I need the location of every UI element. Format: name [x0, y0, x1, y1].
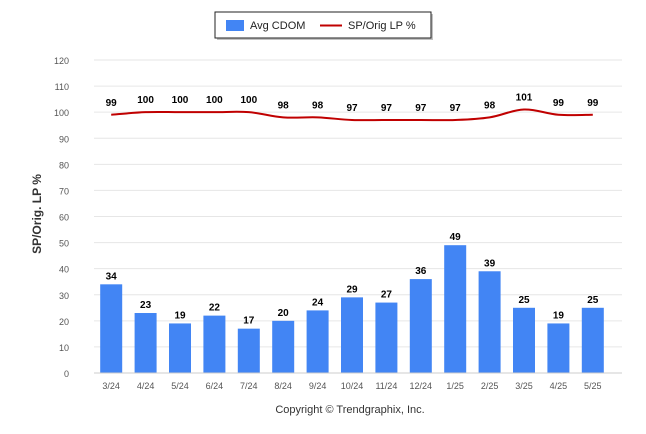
x-tick-label: 5/25	[584, 381, 602, 391]
bar	[169, 323, 191, 373]
line-data-labels: 99 100 100 100 100 98 98 97 97 97 97 98 101 99 99	[106, 93, 599, 114]
bar-series-avg-cdom	[100, 245, 604, 373]
y-tick-label: 10	[59, 343, 69, 353]
bar	[237, 328, 260, 373]
line-data-label: 99	[106, 98, 118, 109]
y-tick-label: 40	[59, 265, 69, 275]
x-tick-label: 12/24	[410, 381, 433, 391]
x-tick-label: 3/25	[515, 381, 533, 391]
bar	[444, 245, 467, 373]
x-tick-label: 4/25	[550, 381, 568, 391]
x-tick-label: 9/24	[309, 381, 327, 391]
line-path	[111, 108, 593, 122]
y-tick-label: 110	[55, 82, 69, 92]
bar	[513, 307, 535, 373]
bar	[581, 307, 604, 373]
line-data-label: 100	[137, 95, 154, 106]
y-tick-label: 70	[59, 186, 69, 196]
x-tick-label: 6/24	[206, 381, 224, 391]
x-tick-label: 7/24	[240, 381, 258, 391]
line-data-label: 99	[553, 98, 565, 109]
y-tick-label: 0	[64, 369, 69, 379]
y-axis-title: SP/Orig. LP %	[30, 174, 44, 254]
line-data-label: 100	[206, 95, 223, 106]
line-data-label: 97	[415, 103, 427, 114]
bar	[100, 284, 123, 373]
line-data-label: 97	[450, 103, 462, 114]
bar-data-label: 17	[243, 316, 255, 327]
y-tick-label: 80	[59, 160, 69, 170]
y-tick-label: 60	[59, 213, 69, 223]
legend-label-line: SP/Orig LP %	[348, 20, 416, 32]
line-data-label: 98	[312, 100, 324, 111]
bar	[341, 297, 363, 373]
y-tick-label: 30	[59, 291, 69, 301]
line-data-label: 98	[484, 100, 496, 111]
line-data-label: 101	[516, 93, 533, 104]
line-series-sp-orig-lp	[111, 108, 593, 122]
bar-data-label: 20	[278, 308, 290, 319]
x-tick-label: 1/25	[446, 381, 464, 391]
bar-data-label: 23	[140, 300, 152, 311]
line-data-label: 99	[587, 98, 599, 109]
bar-data-label: 36	[415, 266, 427, 277]
bar-data-labels: 34 23 19 22 17 20 24 29 27 36 49 39 25 19 25	[106, 232, 599, 326]
bar-data-label: 27	[381, 290, 393, 301]
x-tick-label: 4/24	[137, 381, 155, 391]
bar	[478, 271, 501, 373]
bar-data-label: 39	[484, 258, 496, 269]
bar	[375, 302, 398, 373]
y-tick-label: 20	[59, 317, 69, 327]
copyright-footer: Copyright © Trendgraphix, Inc.	[275, 404, 424, 416]
x-tick-label: 10/24	[341, 381, 364, 391]
bar	[306, 310, 329, 373]
bar-data-label: 49	[450, 232, 462, 243]
x-tick-label: 2/25	[481, 381, 499, 391]
line-data-label: 98	[278, 100, 290, 111]
line-data-label: 100	[240, 95, 257, 106]
bar	[203, 315, 226, 373]
y-tick-label: 50	[59, 239, 69, 249]
x-tick-label: 5/24	[171, 381, 189, 391]
legend-swatch-bar	[226, 20, 244, 31]
bar-data-label: 19	[174, 310, 186, 321]
y-tick-label: 120	[54, 56, 69, 66]
x-tick-label: 8/24	[274, 381, 292, 391]
legend: Avg CDOM SP/Orig LP %	[214, 11, 433, 40]
bar-data-label: 25	[587, 295, 599, 306]
y-tick-label: 90	[59, 134, 69, 144]
bar	[547, 323, 570, 373]
bar-data-label: 25	[518, 295, 530, 306]
bar-data-label: 29	[346, 284, 358, 295]
grid-lines	[94, 59, 622, 348]
bar-data-label: 24	[312, 297, 324, 308]
line-data-label: 97	[381, 103, 393, 114]
bar	[134, 313, 157, 373]
y-tick-label: 100	[54, 108, 69, 118]
axes: 0 10 20 30 40 50 60 70 80 90 100 110 120 3/24 4/24 5/24…	[54, 56, 622, 391]
line-data-label: 100	[172, 95, 189, 106]
line-data-label: 97	[346, 103, 358, 114]
legend-label-bar: Avg CDOM	[250, 20, 305, 32]
bar-data-label: 22	[209, 303, 221, 314]
x-tick-label: 3/24	[102, 381, 120, 391]
bar	[272, 320, 295, 373]
bar-data-label: 19	[553, 310, 565, 321]
bar	[409, 279, 432, 373]
x-tick-label: 11/24	[375, 381, 397, 391]
bar-data-label: 34	[106, 271, 118, 282]
